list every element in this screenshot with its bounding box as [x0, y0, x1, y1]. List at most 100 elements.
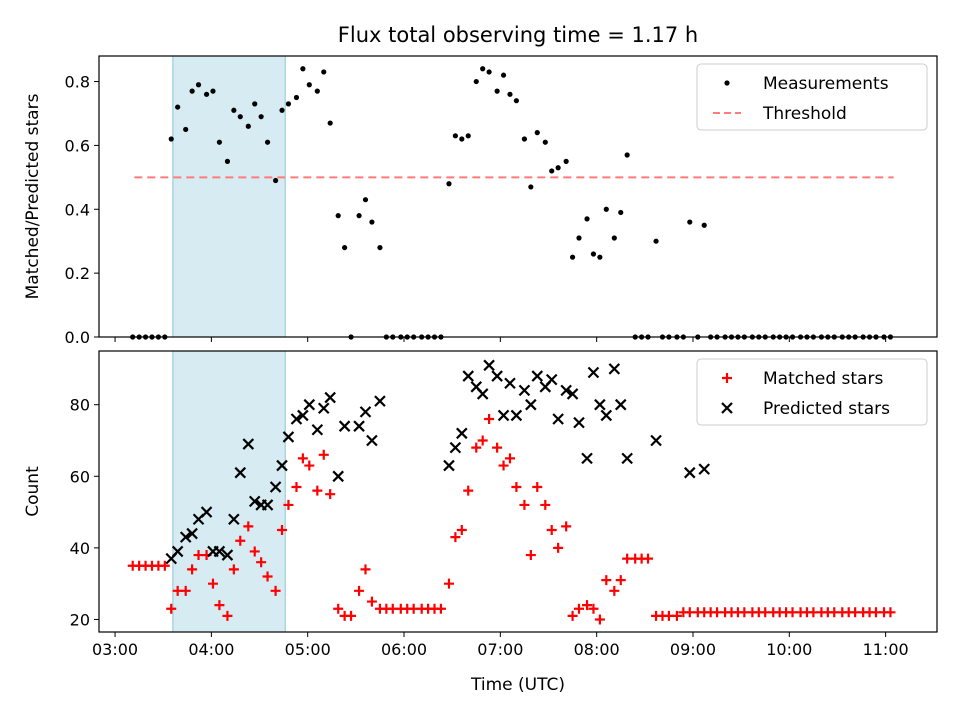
data-point [306, 82, 312, 88]
data-point [701, 222, 707, 228]
data-point [216, 139, 223, 145]
data-point [477, 435, 488, 446]
data-point [540, 499, 551, 510]
data-point [338, 420, 351, 432]
data-point [245, 123, 251, 129]
x-tick-label: 08:00 [574, 640, 620, 659]
y-tick-label: 0.6 [65, 136, 90, 155]
data-point [590, 251, 597, 257]
y-tick-label: 0.0 [65, 328, 90, 347]
data-point [600, 409, 613, 422]
data-point [314, 88, 320, 94]
data-point [171, 545, 184, 558]
data-point [269, 481, 282, 493]
x-tick-label: 06:00 [381, 640, 427, 659]
data-point [248, 495, 261, 508]
data-point [671, 610, 682, 621]
legend-label: Matched stars [763, 369, 883, 389]
data-point [356, 213, 362, 219]
legend-marker [721, 402, 733, 414]
data-point [293, 94, 300, 101]
data-point [258, 114, 264, 120]
data-point [498, 460, 509, 471]
data-point [624, 152, 630, 158]
data-point [576, 235, 582, 241]
data-point [531, 370, 544, 382]
data-point [360, 564, 371, 575]
highlight-span [172, 55, 286, 338]
y-tick-label: 60 [70, 467, 90, 486]
data-point [446, 181, 452, 187]
data-point [297, 453, 308, 464]
data-point [300, 66, 306, 72]
data-point [553, 542, 564, 553]
data-point [582, 600, 593, 611]
data-point [549, 168, 555, 174]
y-tick-label: 80 [70, 396, 90, 415]
data-point [435, 603, 446, 614]
data-point [609, 585, 620, 596]
data-point [601, 575, 612, 586]
data-point [228, 513, 240, 526]
data-point [366, 434, 378, 447]
y-tick-label: 20 [70, 610, 90, 629]
data-point [480, 66, 486, 72]
data-point [560, 384, 572, 397]
data-point [546, 524, 557, 535]
data-point [573, 416, 585, 429]
bottom-panel: 20 40 60 80 03:00 04:00 05:00 06:00 07:00 08:00 09… [23, 350, 938, 695]
legend-box [696, 358, 928, 426]
data-point [561, 521, 572, 532]
data-point [484, 414, 495, 425]
data-point [221, 549, 234, 561]
legend: Matched stars Predicted stars [696, 358, 928, 426]
data-point [511, 482, 522, 493]
data-point [581, 452, 593, 465]
x-tick-label: 07:00 [477, 640, 523, 659]
data-point [318, 449, 329, 460]
data-point [614, 398, 627, 411]
data-point [335, 213, 341, 219]
data-point [262, 571, 273, 582]
data-point [369, 219, 375, 225]
legend-label: Measurements [763, 74, 889, 94]
x-tick-label: 10:00 [766, 640, 812, 659]
data-point [270, 585, 281, 596]
data-point [687, 219, 693, 225]
data-point [608, 363, 621, 375]
data-point [653, 238, 659, 244]
data-point [303, 398, 316, 411]
data-point [366, 596, 377, 607]
data-point [282, 431, 295, 443]
data-point [525, 398, 537, 411]
series-measurements [130, 66, 894, 340]
data-point [510, 409, 523, 422]
data-point [189, 88, 195, 94]
data-point [179, 531, 192, 543]
data-point [252, 101, 258, 107]
data-point [473, 78, 479, 85]
data-point [261, 499, 274, 511]
data-point [532, 482, 543, 493]
data-point [597, 254, 603, 260]
x-tick-label: 03:00 [92, 640, 138, 659]
data-point [290, 413, 303, 425]
data-point [542, 139, 548, 145]
series-predicted-stars [165, 359, 710, 565]
data-point [525, 550, 536, 561]
data-point [333, 603, 344, 614]
data-point [224, 158, 231, 164]
data-point [231, 107, 237, 113]
data-point [235, 535, 246, 546]
y-tick-label: 0.8 [65, 73, 90, 92]
axes-frame [98, 55, 938, 338]
data-point [497, 409, 510, 422]
data-point [588, 603, 599, 614]
data-point [521, 136, 528, 142]
data-point [243, 521, 254, 532]
data-point [611, 235, 617, 241]
data-point [377, 244, 383, 251]
data-point [463, 485, 474, 496]
data-point [450, 532, 461, 543]
